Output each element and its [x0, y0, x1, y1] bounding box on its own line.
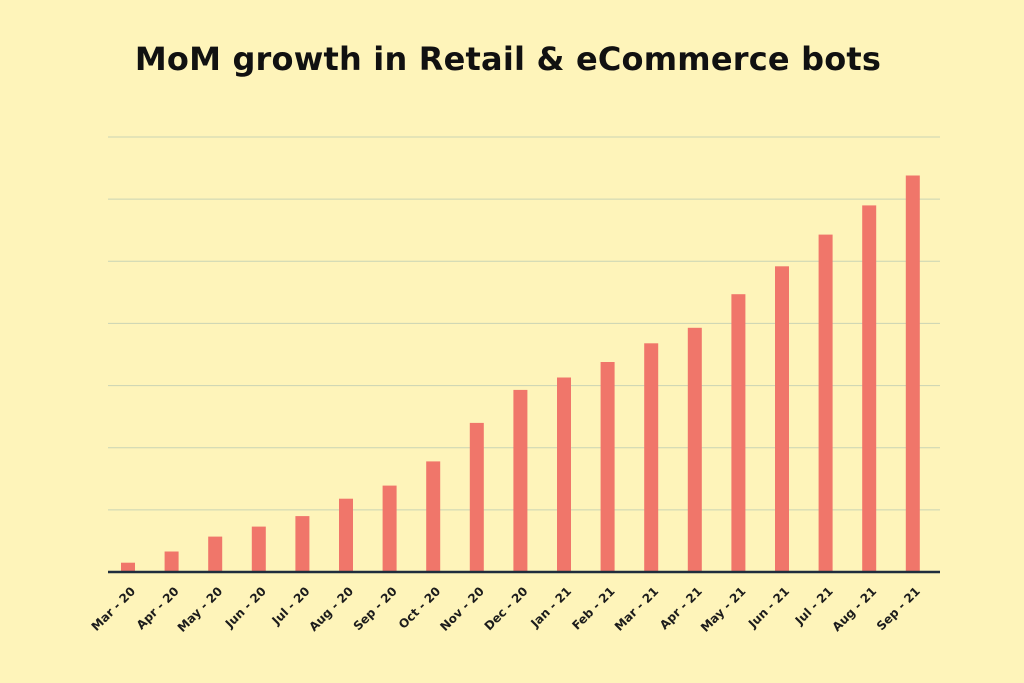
bar-may-20 [208, 536, 223, 572]
bar-jul-20 [295, 516, 310, 572]
bars [121, 175, 920, 572]
x-tick-label: Oct - 20 [396, 584, 443, 631]
bar-jul-21 [818, 234, 833, 572]
bar-oct-20 [426, 461, 441, 572]
bar-nov-20 [469, 422, 484, 572]
bar-sep-21 [905, 175, 920, 572]
x-tick-label: Sep - 20 [351, 584, 400, 633]
x-tick-label: Jul - 20 [269, 584, 313, 628]
bar-aug-21 [862, 205, 877, 572]
x-tick-label: Jul - 21 [792, 584, 836, 628]
x-tick-label: Dec - 20 [482, 584, 531, 633]
bar-jan-21 [557, 377, 571, 572]
x-tick-label: Jun - 21 [745, 584, 792, 631]
x-tick-label: Jan - 21 [527, 584, 574, 631]
bar-mar-21 [644, 343, 659, 572]
bar-mar-20 [121, 562, 135, 572]
x-tick-label: May - 20 [175, 584, 226, 635]
bar-sep-20 [382, 485, 397, 572]
x-tick-label: Feb - 21 [569, 584, 617, 632]
x-tick-label: Nov - 20 [437, 584, 487, 634]
x-tick-label: Mar - 21 [612, 584, 661, 633]
bar-jun-20 [251, 526, 266, 572]
x-tick-label: Sep - 21 [874, 584, 923, 633]
bar-jun-21 [775, 266, 789, 572]
x-tick-label: Jun - 20 [222, 584, 269, 631]
x-tick-label: May - 21 [698, 584, 749, 635]
x-tick-label: Aug - 20 [306, 584, 356, 634]
bar-may-21 [731, 294, 746, 572]
bar-dec-20 [513, 389, 528, 572]
bar-feb-21 [600, 362, 615, 572]
chart-title: MoM growth in Retail & eCommerce bots [134, 40, 882, 78]
x-tick-label: Aug - 21 [829, 584, 879, 634]
bar-apr-21 [687, 327, 702, 572]
bar-aug-20 [339, 498, 353, 572]
x-tick-label: Mar - 20 [89, 584, 138, 633]
bar-apr-20 [164, 551, 179, 572]
